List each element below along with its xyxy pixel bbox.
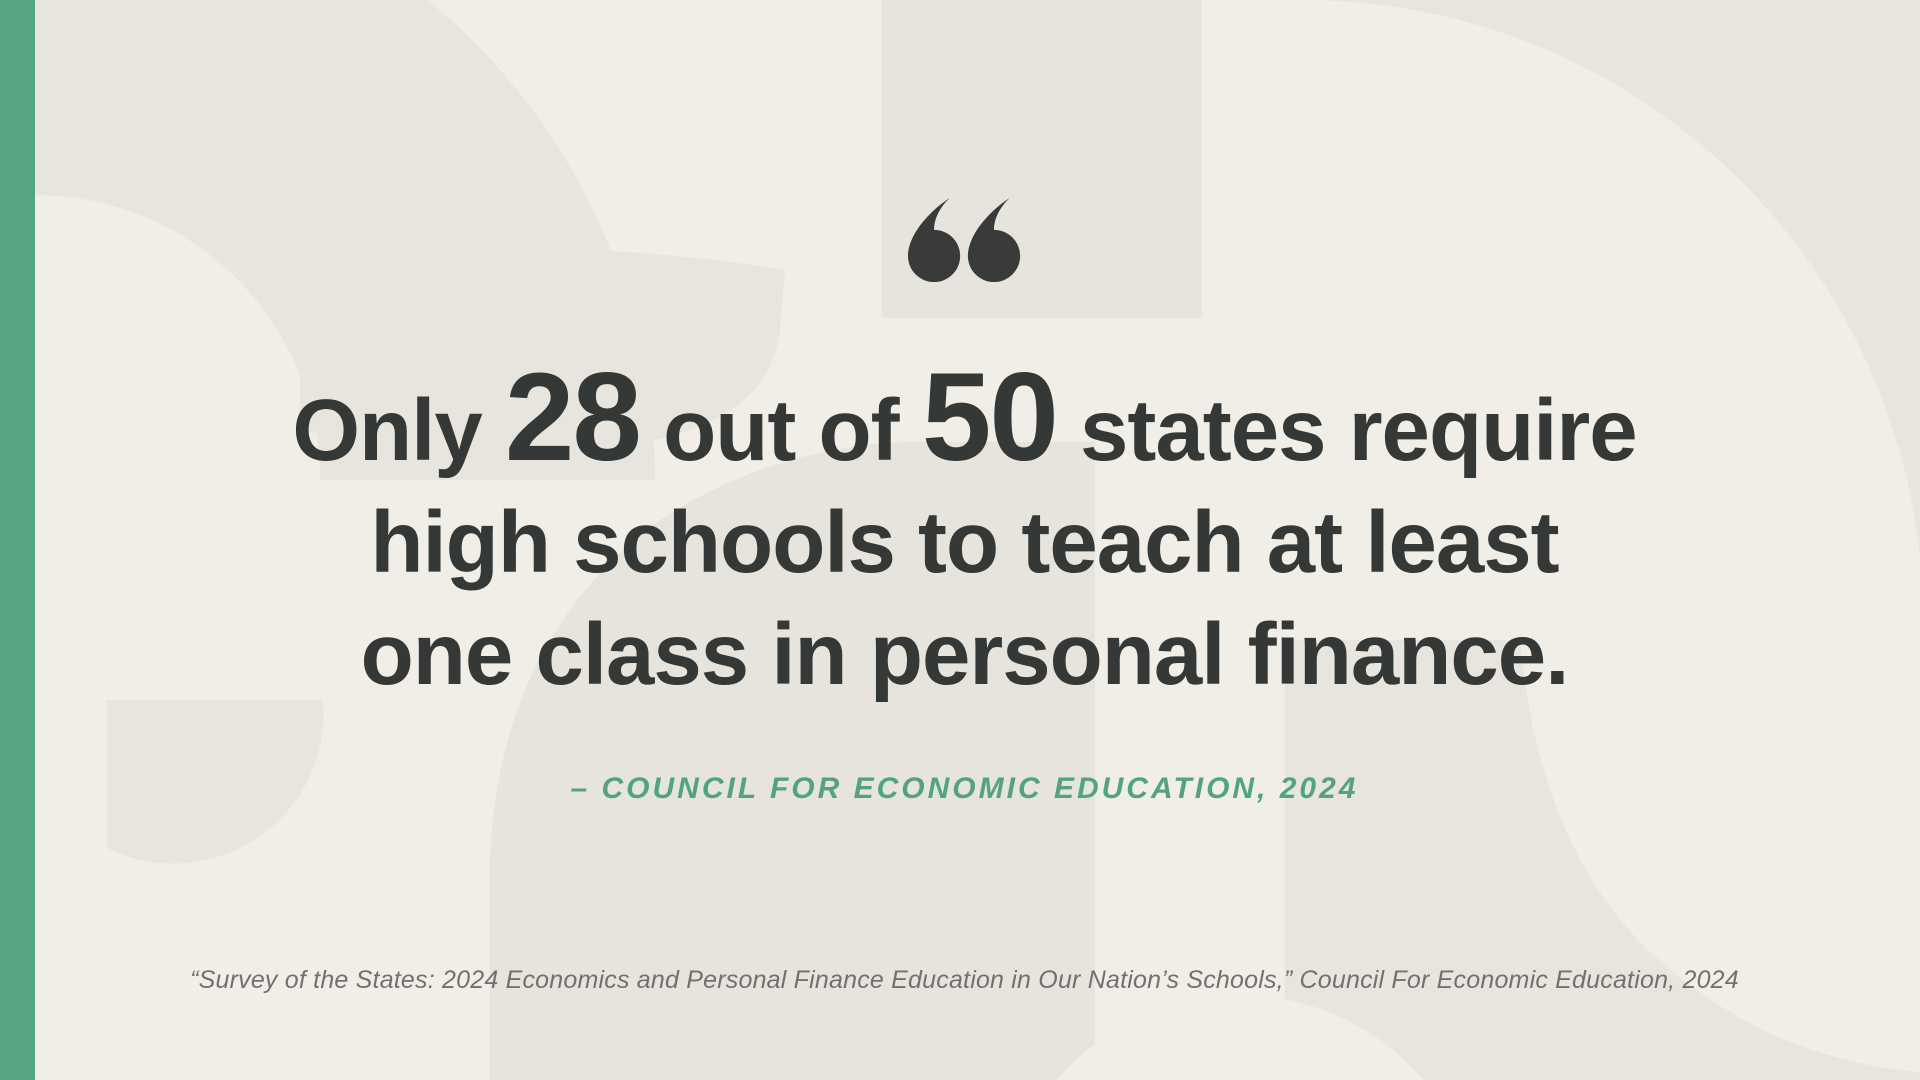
left-dome-shape bbox=[107, 700, 324, 864]
source-citation: “Survey of the States: 2024 Economics an… bbox=[190, 966, 1739, 994]
headline-segment: states require bbox=[1056, 382, 1638, 479]
mid-left-blob-shape bbox=[300, 248, 785, 454]
headline-segment: Only bbox=[292, 382, 505, 479]
slide-content: Only 28 out of 50 states require high sc… bbox=[35, 0, 1920, 1080]
attribution: – COUNCIL FOR ECONOMIC EDUCATION, 2024 bbox=[570, 772, 1359, 805]
headline-number-28: 28 bbox=[504, 348, 642, 487]
headline-number-50: 50 bbox=[921, 348, 1059, 487]
headline-line-2: high schools to teach at least bbox=[370, 494, 1559, 591]
open-double-quote-icon bbox=[907, 197, 1020, 283]
center-bottom-blob-shape bbox=[490, 442, 1095, 1080]
bottom-right-ring-shape bbox=[1285, 640, 1920, 1080]
headline-line-3: one class in personal finance. bbox=[360, 606, 1570, 703]
bottom-right-notch-shape bbox=[1056, 995, 1424, 1080]
accent-bar bbox=[0, 0, 35, 1080]
top-right-quarter-disc-shape bbox=[1303, 0, 1920, 560]
headline: Only 28 out of 50 states require high sc… bbox=[35, 355, 1894, 711]
quote-icon-wrap bbox=[35, 196, 1894, 284]
headline-line-1: Only 28 out of 50 states require bbox=[35, 355, 1894, 487]
headline-segment: out of bbox=[639, 382, 922, 479]
